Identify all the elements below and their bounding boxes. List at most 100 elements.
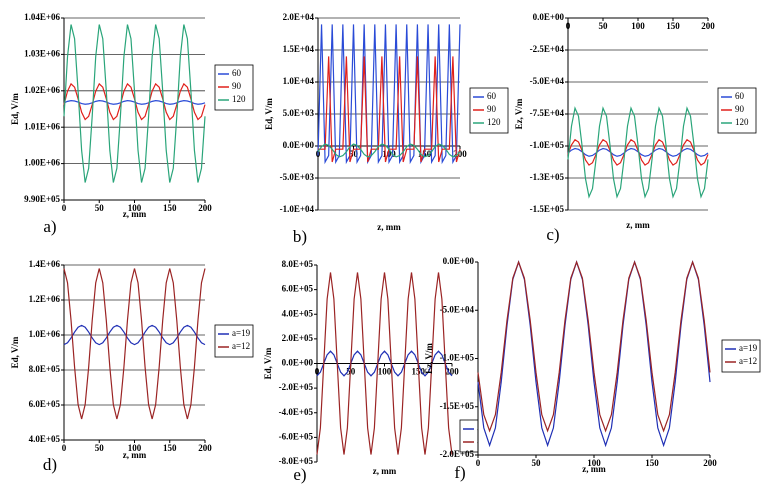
legend-label: a=19: [232, 328, 251, 338]
x-tick-label: 50: [349, 149, 359, 159]
legend-label: 120: [735, 117, 749, 127]
y-tick-label: 2.0E+04: [283, 12, 315, 22]
series-line: [317, 143, 461, 158]
panel-label: e): [293, 465, 306, 484]
y-tick-label: 6.0E+05: [29, 399, 61, 409]
y-tick-label: 8.0E+05: [282, 259, 314, 269]
y-tick-label: -5.0E+04: [530, 76, 565, 86]
y-tick-label: 9.90E+05: [24, 194, 60, 204]
y-tick-label: 1.0E+06: [29, 329, 61, 339]
x-tick-label: 100: [128, 443, 142, 453]
series-line: [63, 24, 206, 183]
plot-area: [64, 18, 205, 200]
chart-panel: 9.90E+05 1.00E+06 1.01E+06 1.02E+06 1.03E+06…: [10, 12, 254, 236]
series-line: [477, 260, 711, 433]
x-tick-label: 50: [95, 443, 105, 453]
legend-label: 90: [487, 104, 497, 114]
x-tick-label: 200: [703, 458, 717, 468]
x-tick-label: 200: [701, 21, 715, 31]
legend-label: a=12: [232, 341, 250, 351]
x-tick-label: 0: [476, 458, 481, 468]
panel-label: c): [546, 225, 559, 244]
legend-label: 60: [735, 91, 745, 101]
y-tick-label: 6.0E+05: [282, 284, 314, 294]
legend-label: 90: [735, 104, 745, 114]
x-tick-label: 0: [566, 21, 571, 31]
y-tick-label: 0.0E+00: [283, 140, 315, 150]
chart-panel: -2.0E+05 -1.5E+05 -1.0E+05 -5.0E+04 0.0E+00 0…: [424, 256, 761, 482]
y-tick-label: 1.2E+06: [29, 294, 61, 304]
y-tick-label: -1.5E+05: [440, 401, 475, 411]
y-tick-label: -1.0E+05: [440, 353, 475, 363]
legend-label: a=19: [739, 343, 758, 353]
y-tick-label: 1.03E+06: [24, 48, 60, 58]
y-axis-label: Ed, V/m: [263, 347, 273, 379]
x-axis-label: z, mm: [123, 209, 147, 219]
y-tick-label: 2.0E+05: [282, 333, 314, 343]
panel-label: a): [43, 217, 56, 236]
y-tick-label: 5.0E+03: [283, 108, 315, 118]
x-tick-label: 100: [631, 21, 645, 31]
y-tick-label: 1.5E+04: [283, 44, 315, 54]
x-axis-label: z, mm: [626, 220, 650, 230]
x-tick-label: 50: [532, 458, 542, 468]
x-tick-label: 50: [346, 367, 356, 377]
panel-label: d): [43, 455, 57, 474]
chart-panel: 0.0E+00 -2.5E+04 -5.0E+04 -7.5E+04 -1.0E+05 -…: [514, 12, 757, 244]
x-tick-label: 100: [128, 203, 142, 213]
y-tick-label: -2.0E+05: [279, 382, 314, 392]
legend-label: 120: [487, 117, 501, 127]
series-line: [567, 106, 709, 199]
x-axis-label: z, mm: [377, 222, 401, 232]
series-line: [63, 324, 206, 346]
x-tick-label: 200: [453, 149, 467, 159]
y-tick-label: -2.5E+04: [530, 44, 565, 54]
x-axis-label: z, mm: [123, 450, 147, 460]
legend-label: 60: [232, 68, 242, 78]
y-tick-label: 1.02E+06: [24, 85, 60, 95]
legend-box: [721, 339, 761, 373]
y-tick-label: -1.0E+04: [280, 204, 315, 214]
x-axis-label: z, mm: [373, 466, 397, 476]
y-tick-label: 1.0E+04: [283, 76, 315, 86]
x-tick-label: 200: [198, 203, 212, 213]
y-tick-label: -1.0E+05: [530, 140, 565, 150]
x-tick-label: 200: [198, 443, 212, 453]
series-line: [317, 24, 461, 165]
x-tick-label: 150: [645, 458, 659, 468]
y-axis-label: Ez, V/m: [424, 343, 434, 374]
y-tick-label: -1.3E+05: [530, 172, 565, 182]
y-tick-label: -1.5E+05: [530, 204, 565, 214]
y-tick-label: -2.0E+05: [440, 449, 475, 459]
y-axis-label: Ed, V/m: [10, 93, 20, 125]
y-tick-label: 1.4E+06: [29, 259, 61, 269]
y-axis-label: Ed, V/m: [264, 98, 274, 130]
y-tick-label: -5.0E+04: [440, 304, 475, 314]
x-tick-label: 50: [95, 203, 105, 213]
y-tick-label: 8.0E+05: [29, 364, 61, 374]
x-tick-label: 200: [445, 367, 459, 377]
y-tick-label: 1.00E+06: [24, 158, 60, 168]
y-tick-label: 0.0E+00: [282, 358, 314, 368]
x-tick-label: 50: [599, 21, 609, 31]
legend-label: 60: [487, 91, 497, 101]
y-axis-label: Ez, V/m: [514, 98, 524, 129]
legend-label: 90: [232, 81, 242, 91]
chart-panel: 4.0E+05 6.0E+05 8.0E+05 1.0E+06 1.2E+06 1.4E+…: [10, 259, 254, 474]
plot-area: [478, 262, 710, 455]
y-tick-label: 1.04E+06: [24, 12, 60, 22]
series-line: [316, 272, 453, 455]
x-tick-label: 150: [163, 203, 177, 213]
y-tick-label: -4.0E+05: [279, 407, 314, 417]
x-tick-label: 100: [378, 367, 392, 377]
x-tick-label: 0: [62, 203, 67, 213]
y-tick-label: 4.0E+05: [29, 434, 61, 444]
y-tick-label: 4.0E+05: [282, 308, 314, 318]
x-tick-label: 150: [163, 443, 177, 453]
y-axis-label: Ed, V/m: [10, 336, 20, 368]
x-tick-label: 0: [62, 443, 67, 453]
y-tick-label: -5.0E+03: [280, 172, 315, 182]
series-line: [316, 350, 453, 377]
panel-label: b): [293, 227, 307, 246]
legend-label: 120: [232, 94, 246, 104]
